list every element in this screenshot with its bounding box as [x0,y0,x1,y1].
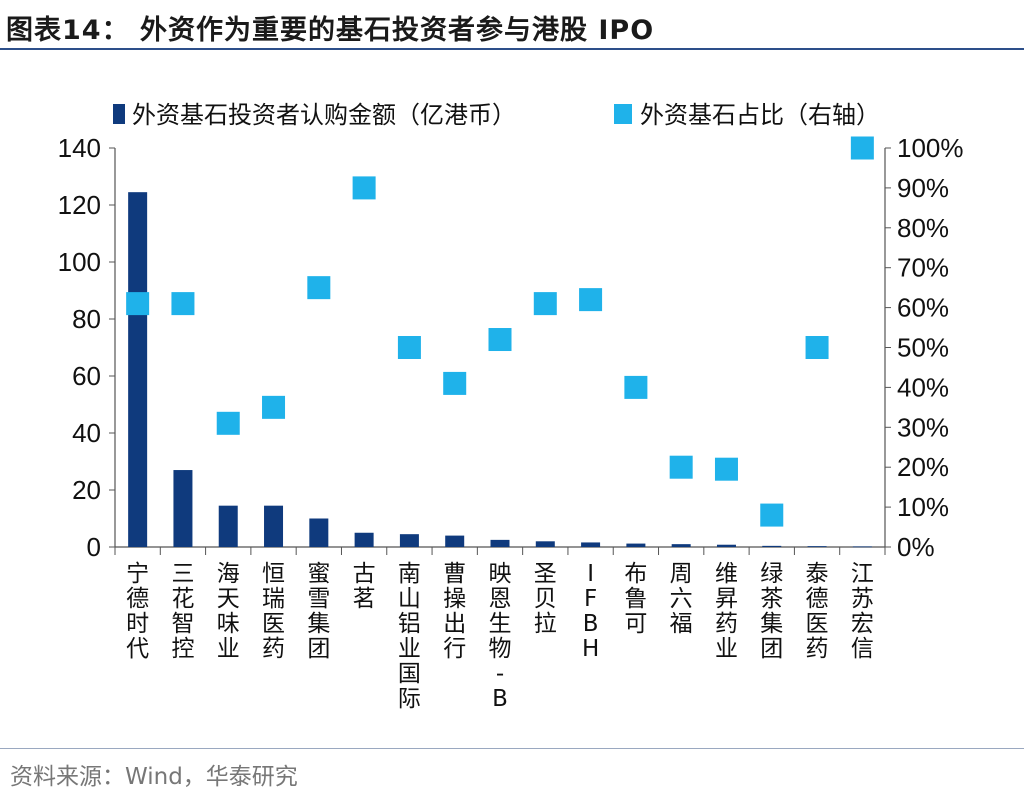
y-right-tick-label: 10% [897,492,949,522]
y-left-tick-label: 100 [58,247,101,277]
bar [218,505,238,547]
share-marker [533,292,557,316]
share-marker [126,292,150,316]
bar [264,505,284,547]
footer-divider [0,748,1024,749]
share-marker [669,455,693,479]
chart: 外资基石投资者认购金额（亿港币） 外资基石占比（右轴） 0 20 40 60 80 100… [58,101,964,712]
y-left-tick-label: 40 [72,418,101,448]
legend-swatch-marker [614,104,632,124]
y-right-tick-label: 20% [897,452,949,482]
share-marker [488,328,512,352]
y-left-tick-label: 20 [72,475,101,505]
category-label: 圣贝拉 [534,561,557,637]
bar [581,542,601,547]
share-marker [397,336,421,359]
category-label: 维昇药业 [715,561,738,662]
share-marker [760,503,784,527]
share-marker [579,288,603,312]
share-marker [216,411,240,435]
y-right-tick-label: 60% [897,293,949,323]
y-right-tick-label: 50% [897,333,949,363]
category-label: 绿茶集团 [760,561,783,662]
share-marker [443,371,467,395]
legend-swatch-bar [113,104,125,124]
share-marker [805,336,829,359]
bar [490,539,510,547]
y-right-tick-label: 80% [897,213,949,243]
category-label: 曹操出行 [443,561,466,662]
share-marker [624,375,648,399]
y-left-tick-label: 80 [72,304,101,334]
y-right-tick-label: 0% [897,532,935,562]
y-left-tick-label: 0 [87,532,101,562]
y-left-tick-label: 140 [58,133,101,163]
title-divider [0,48,1024,50]
legend: 外资基石投资者认购金额（亿港币） 外资基石占比（右轴） [113,101,880,129]
figure-title: 图表14： 外资作为重要的基石投资者参与港股 IPO [6,15,655,46]
bar [807,546,827,547]
y-right-tick-label: 30% [897,412,949,442]
bar [716,544,736,547]
plot-area: 0 20 40 60 80 100 120 140 0% 10% 20% 30% 40% 50% 60% 70… [58,133,964,712]
bar [671,544,691,547]
y-right-tick-label: 70% [897,253,949,283]
category-label: 映恩生物-B [489,561,512,712]
bar [354,532,374,547]
y-left-tick-label: 60 [72,361,101,391]
share-marker [714,457,738,481]
category-label: 蜜雪集团 [307,561,330,662]
y-right-tick-label: 40% [897,372,949,402]
category-label: 南山铝业国际 [398,561,421,712]
category-label: 古茗 [353,561,376,612]
share-marker [850,136,874,160]
bar [399,534,419,547]
share-marker [262,395,286,419]
bar [852,546,872,548]
legend-label-marker: 外资基石占比（右轴） [640,101,880,129]
bar [128,192,148,548]
bar [626,543,646,547]
category-label: 周六福 [670,561,693,637]
share-marker [171,292,195,316]
share-marker [307,276,331,300]
bar [173,470,193,547]
bar [762,545,782,547]
legend-label-bar: 外资基石投资者认购金额（亿港币） [132,101,516,129]
category-label: 恒瑞医药 [262,561,285,662]
category-label: 三花智控 [171,561,194,662]
bar [309,518,329,547]
category-label: 江苏宏信 [851,561,874,662]
category-label: 布鲁可 [624,561,647,637]
bar [535,541,555,547]
category-label: 泰德医药 [806,561,829,662]
bar [445,535,465,547]
y-right-tick-label: 100% [897,133,964,163]
y-left-tick-label: 120 [58,190,101,220]
category-label: 海天味业 [217,561,240,662]
y-right-tick-label: 90% [897,173,949,203]
source-note: 资料来源：Wind，华泰研究 [10,764,298,790]
share-marker [352,176,376,200]
category-label: 宁德时代 [126,561,149,662]
